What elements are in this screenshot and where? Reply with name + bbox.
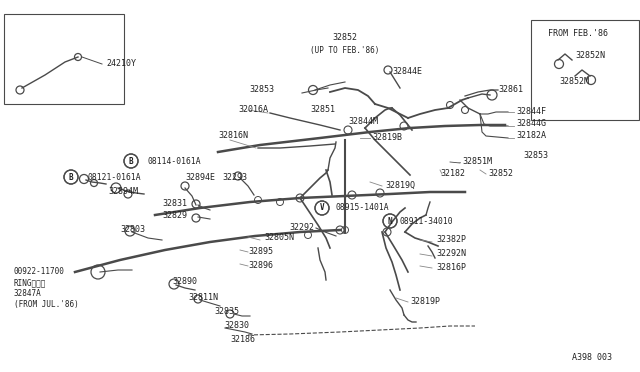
Text: 32819P: 32819P (410, 298, 440, 307)
Text: 08915-1401A: 08915-1401A (335, 203, 388, 212)
Text: 32851: 32851 (310, 106, 335, 115)
Text: A398 003: A398 003 (572, 353, 612, 362)
Text: 08114-0161A: 08114-0161A (148, 157, 202, 166)
Text: 32831: 32831 (162, 199, 187, 208)
Text: 24210Y: 24210Y (106, 60, 136, 68)
Text: 32292: 32292 (289, 224, 314, 232)
Text: 32890: 32890 (172, 278, 197, 286)
Text: 32853: 32853 (523, 151, 548, 160)
Text: 32292N: 32292N (436, 250, 466, 259)
Text: 32852: 32852 (333, 33, 358, 42)
Text: 32816P: 32816P (436, 263, 466, 273)
Bar (4, 14, 124, 104)
Text: 32811N: 32811N (188, 294, 218, 302)
Text: (UP TO FEB.'86): (UP TO FEB.'86) (310, 45, 380, 55)
Text: 32186: 32186 (230, 334, 255, 343)
Text: 32852N: 32852N (575, 51, 605, 61)
Text: 32852M: 32852M (559, 77, 589, 87)
Text: FROM FEB.'86: FROM FEB.'86 (548, 29, 608, 38)
Text: 32844F: 32844F (516, 108, 546, 116)
Text: 32293: 32293 (222, 173, 247, 183)
Text: 32853: 32853 (249, 86, 274, 94)
Text: 32847A: 32847A (14, 289, 42, 298)
Text: 32382P: 32382P (436, 235, 466, 244)
Text: (FROM JUL.'86): (FROM JUL.'86) (14, 301, 79, 310)
Text: 32182A: 32182A (516, 131, 546, 141)
Text: 32844E: 32844E (392, 67, 422, 77)
Text: 32803: 32803 (120, 225, 145, 234)
Text: 32844G: 32844G (516, 119, 546, 128)
Text: 32835: 32835 (214, 307, 239, 315)
Text: 32830: 32830 (224, 321, 249, 330)
Bar (531, 20, 639, 120)
Text: 32894M: 32894M (108, 186, 138, 196)
Text: 08911-34010: 08911-34010 (400, 217, 454, 225)
Text: 32829: 32829 (162, 211, 187, 219)
Text: 32819Q: 32819Q (385, 180, 415, 189)
Text: B: B (129, 157, 133, 166)
Text: 32844M: 32844M (348, 116, 378, 125)
Text: 32894E: 32894E (185, 173, 215, 183)
Text: 32016A: 32016A (238, 106, 268, 115)
Text: RINGリング: RINGリング (14, 279, 46, 288)
Text: 32805N: 32805N (264, 234, 294, 243)
Text: 32861: 32861 (498, 86, 523, 94)
Text: 32816N: 32816N (218, 131, 248, 141)
Text: 08121-0161A: 08121-0161A (88, 173, 141, 182)
Text: 32852: 32852 (488, 170, 513, 179)
Text: B: B (68, 173, 74, 182)
Text: 32851M: 32851M (462, 157, 492, 166)
Text: N: N (388, 217, 392, 225)
Text: 32896: 32896 (248, 262, 273, 270)
Text: 32182: 32182 (440, 170, 465, 179)
Text: 32819B: 32819B (372, 134, 402, 142)
Text: V: V (320, 203, 324, 212)
Text: 32895: 32895 (248, 247, 273, 257)
Text: 00922-11700: 00922-11700 (14, 267, 65, 276)
